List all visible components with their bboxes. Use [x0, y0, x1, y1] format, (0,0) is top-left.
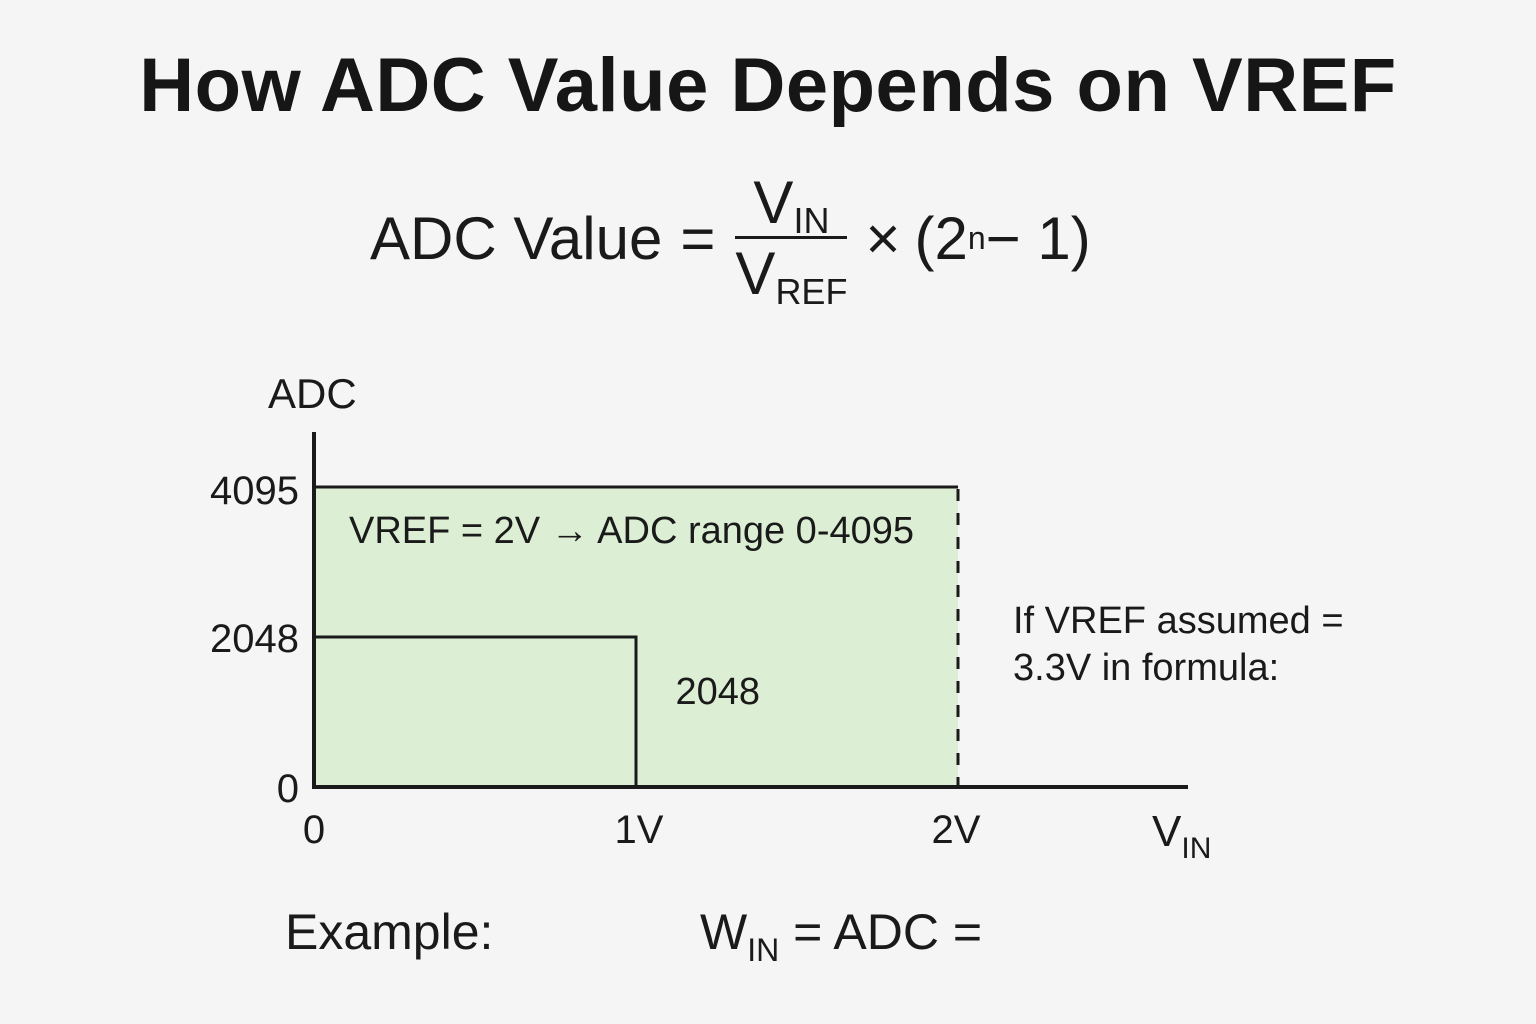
example-lhs-subscript: IN: [747, 932, 780, 968]
formula-tail: − 1): [985, 204, 1091, 272]
example-equation: WIN = ADC =: [700, 903, 983, 966]
numerator-base: V: [753, 168, 794, 236]
x-axis-label-base: V: [1152, 807, 1182, 856]
y-tick-label: 0: [277, 767, 299, 811]
range-annotation: VREF = 2V → ADC range 0-4095: [349, 510, 914, 552]
numerator-subscript: IN: [793, 199, 830, 241]
y-tick-label: 4095: [210, 469, 299, 513]
formula-fraction: VIN VREF: [735, 168, 848, 309]
adc-formula: ADC Value = VIN VREF × (2 n − 1): [370, 168, 1091, 312]
denominator-base: V: [735, 239, 776, 307]
y-tick-label: 2048: [210, 617, 299, 661]
example-rest: = ADC =: [779, 904, 983, 960]
example-lhs-base: W: [700, 904, 748, 960]
denominator-subscript: REF: [775, 270, 848, 312]
note-line-2: 3.3V in formula:: [1013, 647, 1279, 689]
x-axis-label-subscript: IN: [1181, 832, 1211, 865]
example-label: Example:: [285, 904, 494, 960]
inner-value-label: 2048: [675, 671, 760, 713]
formula-times: ×: [865, 204, 901, 272]
formula-lhs: ADC Value: [370, 204, 663, 272]
formula-numerator: VIN: [753, 168, 829, 238]
chart-layer: ADC 4095 2048 00 1V 2V VIN VREF = 2V → ADC rang…: [210, 370, 1344, 865]
formula-equals: =: [680, 204, 716, 272]
half-scale-outline: [314, 635, 638, 787]
formula-paren-open: (2: [914, 204, 968, 272]
y-axis-label: ADC: [268, 370, 357, 417]
note-line-1: If VREF assumed =: [1013, 600, 1344, 642]
x-axis-label: VIN: [1152, 807, 1211, 865]
formula-denominator: VREF: [735, 239, 847, 309]
x-tick-label: 2V: [932, 808, 981, 852]
x-tick-label: 1V: [615, 808, 664, 852]
fraction-bar: [735, 235, 848, 239]
x-tick-label: 0: [303, 808, 325, 852]
page-title: How ADC Value Depends on VREF: [139, 43, 1397, 128]
